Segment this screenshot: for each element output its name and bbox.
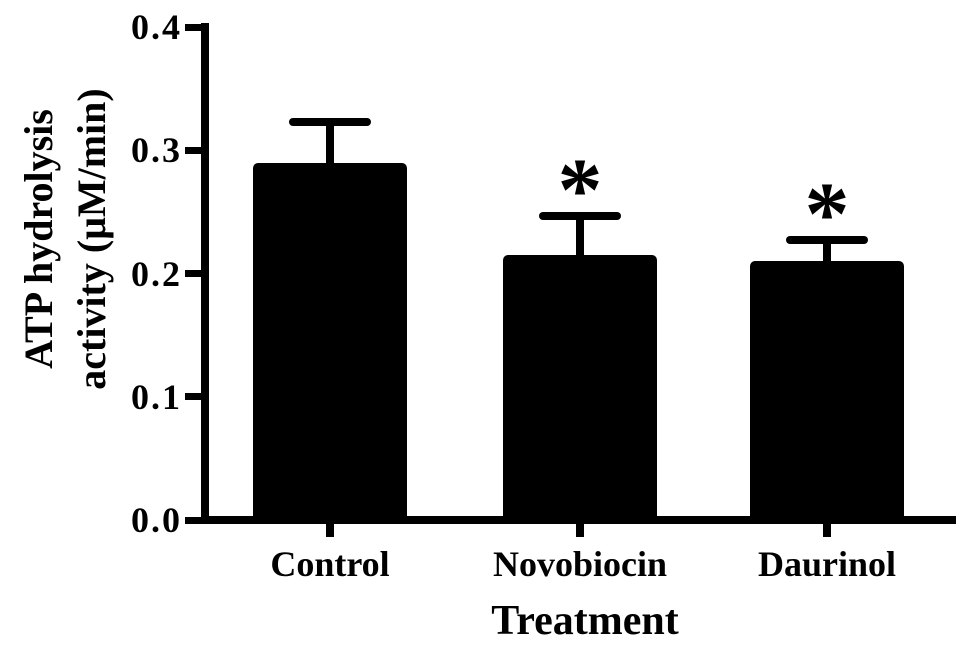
x-category-label-daurinol: Daurinol [757,544,897,584]
y-axis-title-line1: ATP hydrolysis [16,109,61,369]
y-axis-title: ATP hydrolysis activity (μM/min) [12,0,120,499]
error-bar-cap [289,117,371,126]
y-axis-tick [185,393,201,401]
error-bar-stem [823,240,831,264]
y-tick-label: 0.1 [131,376,182,417]
error-bar-stem [326,121,334,165]
x-axis-tick [823,524,831,537]
bar-control [253,162,407,520]
y-tick-label: 0.0 [131,500,182,540]
bar-daurinol [750,261,904,520]
y-axis-title-line2: activity (μM/min) [69,88,114,390]
significance-asterisk: * [557,140,603,240]
y-axis-tick [185,516,201,524]
y-tick-label: 0.2 [131,253,182,294]
error-bar-stem [576,215,584,257]
x-axis-title: Treatment [491,598,679,644]
y-axis-line [201,23,209,524]
error-bar-cap [786,236,868,245]
x-category-label-novobiocin: Novobiocin [492,544,668,584]
x-category-label-control: Control [270,544,390,584]
y-axis-tick [185,23,201,31]
x-axis-tick [576,524,584,537]
y-tick-label: 0.4 [131,7,182,47]
significance-asterisk: * [804,165,850,265]
y-axis-tick [185,270,201,277]
error-bar-cap [539,211,621,220]
y-axis-tick [185,146,201,154]
y-tick-label: 0.3 [131,130,182,171]
bar-novobiocin [503,255,657,520]
x-axis-line [201,516,956,524]
x-axis-tick [326,524,334,537]
